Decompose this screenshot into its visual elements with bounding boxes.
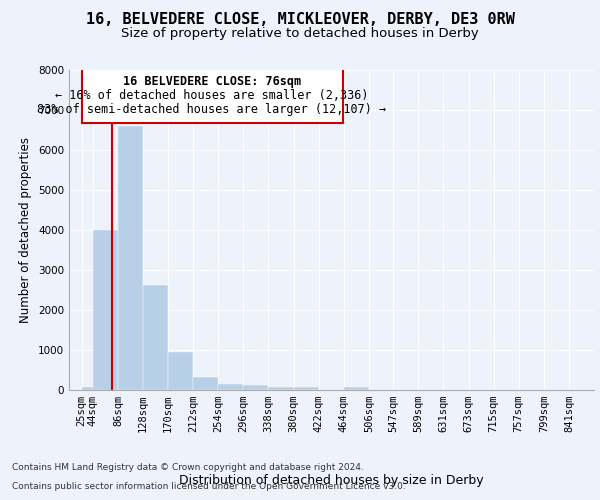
Bar — [82, 68, 343, 123]
Text: ← 16% of detached houses are smaller (2,336): ← 16% of detached houses are smaller (2,… — [55, 89, 369, 102]
Text: 16, BELVEDERE CLOSE, MICKLEOVER, DERBY, DE3 0RW: 16, BELVEDERE CLOSE, MICKLEOVER, DERBY, … — [86, 12, 514, 28]
Bar — [268, 387, 293, 390]
Text: Contains HM Land Registry data © Crown copyright and database right 2024.: Contains HM Land Registry data © Crown c… — [12, 464, 364, 472]
Bar — [218, 384, 244, 390]
Text: Contains public sector information licensed under the Open Government Licence v3: Contains public sector information licen… — [12, 482, 406, 491]
Bar — [82, 387, 107, 390]
Bar — [344, 387, 369, 390]
Bar — [244, 385, 268, 390]
Text: 83% of semi-detached houses are larger (12,107) →: 83% of semi-detached houses are larger (… — [37, 102, 386, 116]
X-axis label: Distribution of detached houses by size in Derby: Distribution of detached houses by size … — [179, 474, 484, 487]
Bar — [168, 352, 193, 390]
Bar — [193, 377, 218, 390]
Text: Size of property relative to detached houses in Derby: Size of property relative to detached ho… — [121, 28, 479, 40]
Text: 16 BELVEDERE CLOSE: 76sqm: 16 BELVEDERE CLOSE: 76sqm — [123, 75, 301, 88]
Bar — [93, 230, 118, 390]
Bar — [143, 285, 168, 390]
Bar — [118, 126, 143, 390]
Y-axis label: Number of detached properties: Number of detached properties — [19, 137, 32, 323]
Bar — [293, 387, 319, 390]
